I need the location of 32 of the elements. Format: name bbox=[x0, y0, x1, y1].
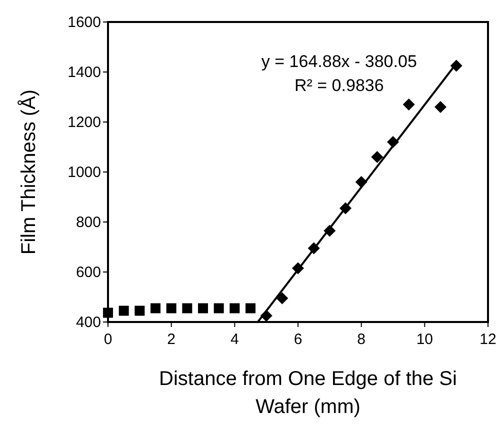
y-tick-label: 1400 bbox=[68, 64, 101, 81]
x-tick-label: 10 bbox=[416, 331, 434, 348]
annotation: R² = 0.9836 bbox=[294, 76, 384, 95]
y-tick-label: 400 bbox=[76, 314, 101, 331]
point bbox=[118, 306, 129, 316]
point bbox=[198, 303, 208, 314]
x-tick-label: 0 bbox=[104, 331, 112, 348]
point bbox=[214, 303, 224, 314]
y-tick-label: 1600 bbox=[68, 14, 101, 31]
y-tick-label: 800 bbox=[76, 214, 101, 231]
x-axis-title: Distance from One Edge of the Si Wafer (mm) bbox=[159, 368, 457, 418]
point bbox=[182, 303, 192, 314]
y-tick-label: 1000 bbox=[68, 164, 101, 181]
point bbox=[150, 303, 160, 314]
x-tick-label: 6 bbox=[294, 331, 302, 348]
point bbox=[103, 308, 113, 318]
y-axis-title: Film Thickness (Å) bbox=[17, 89, 40, 255]
x-tick-label: 2 bbox=[167, 331, 176, 348]
point bbox=[434, 101, 446, 113]
x-tick-label: 8 bbox=[357, 331, 366, 348]
point bbox=[166, 303, 176, 314]
point bbox=[246, 303, 256, 314]
point bbox=[230, 303, 240, 314]
point bbox=[134, 306, 145, 316]
y-tick-label: 600 bbox=[76, 264, 101, 281]
point bbox=[276, 292, 288, 304]
y-tick-label: 1200 bbox=[68, 114, 101, 131]
x-tick-label: 4 bbox=[230, 331, 239, 348]
annotation: y = 164.88x - 380.05 bbox=[261, 52, 417, 71]
point bbox=[402, 98, 415, 110]
x-tick-label: 12 bbox=[480, 331, 496, 348]
point bbox=[371, 151, 384, 163]
